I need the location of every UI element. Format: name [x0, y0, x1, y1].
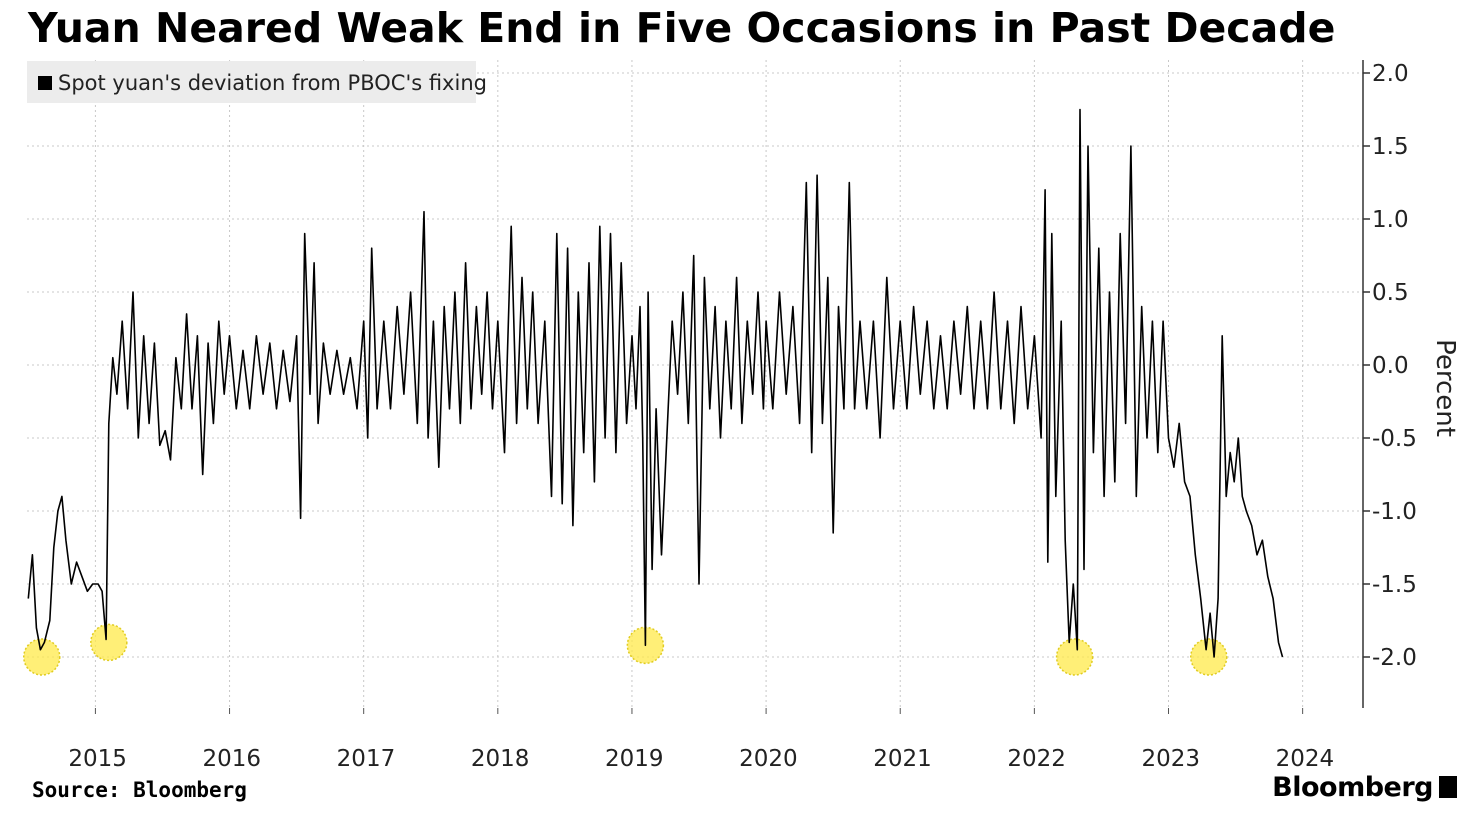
brand-name: Bloomberg: [1272, 772, 1433, 803]
x-tick-label: 2023: [1142, 746, 1201, 772]
axes: 2.0 1.5 1.0 0.5 0.0 -0.5 -1.0 -1.5 -2.0 2015 2016 2…: [68, 60, 1417, 772]
highlight-circle: [1055, 638, 1094, 676]
y-tick-label: -0.5: [1372, 426, 1417, 452]
x-tick-label: 2024: [1276, 746, 1335, 772]
highlight-circle: [1189, 638, 1228, 676]
x-tick-label: 2016: [203, 746, 262, 772]
legend-background: [27, 61, 476, 103]
source-note: Source: Bloomberg: [32, 778, 247, 802]
series-line: [27, 108, 1284, 658]
y-tick-label: 0.5: [1372, 280, 1409, 306]
terminal-icon: [1439, 776, 1457, 798]
x-tick-label: 2018: [471, 746, 530, 772]
highlight-circle: [23, 638, 61, 676]
legend: Spot yuan's deviation from PBOC's fixing: [27, 61, 487, 103]
x-tick-label: 2017: [337, 746, 396, 772]
chart-title: Yuan Neared Weak End in Five Occasions i…: [28, 4, 1336, 52]
y-axis-title: Percent: [1430, 339, 1460, 437]
y-tick-label: 2.0: [1372, 61, 1409, 87]
y-tick-label: -1.5: [1372, 572, 1417, 598]
y-tick-label: -2.0: [1372, 645, 1417, 671]
y-tick-label: 1.0: [1372, 207, 1409, 233]
legend-swatch: [38, 76, 52, 90]
brand-logo: Bloomberg: [1272, 772, 1457, 803]
highlighted-lows: [23, 623, 1228, 676]
x-tick-label: 2019: [605, 746, 664, 772]
y-tick-label: 1.5: [1372, 134, 1409, 160]
x-tick-label: 2022: [1007, 746, 1066, 772]
x-tick-label: 2020: [739, 746, 798, 772]
y-tick-label: 0.0: [1372, 353, 1409, 379]
x-tick-label: 2021: [873, 746, 932, 772]
y-tick-label: -1.0: [1372, 499, 1417, 525]
x-tick-label: 2015: [68, 746, 127, 772]
gridlines: [27, 60, 1363, 708]
highlight-circle: [90, 623, 128, 662]
legend-label: Spot yuan's deviation from PBOC's fixing: [58, 71, 487, 95]
